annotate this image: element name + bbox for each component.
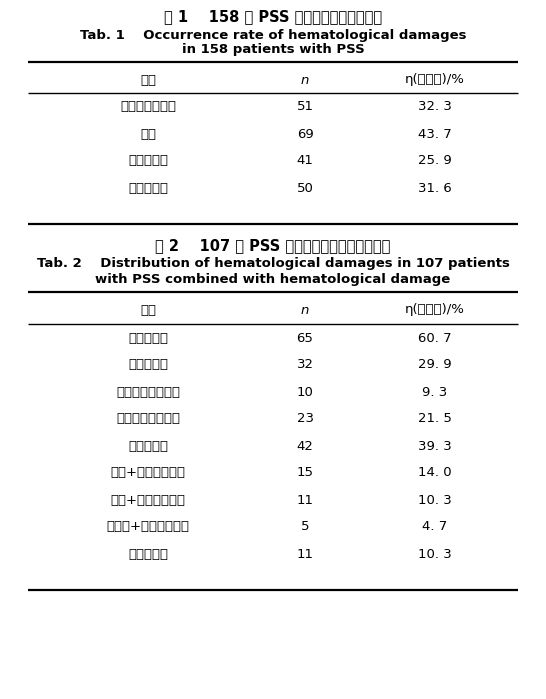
Text: 表 1    158 例 PSS 患者血液系统损伤情况: 表 1 158 例 PSS 患者血液系统损伤情况 xyxy=(164,10,382,24)
Text: 39. 3: 39. 3 xyxy=(418,440,452,452)
Text: 43. 7: 43. 7 xyxy=(418,127,452,140)
Text: 贫血+白细胞减少组: 贫血+白细胞减少组 xyxy=(110,493,186,507)
Text: 9. 3: 9. 3 xyxy=(423,386,448,398)
Text: 5: 5 xyxy=(301,521,309,533)
Text: 白细胞减少: 白细胞减少 xyxy=(128,182,168,194)
Text: 60. 7: 60. 7 xyxy=(418,331,452,345)
Text: n: n xyxy=(301,73,309,87)
Text: 41: 41 xyxy=(296,154,313,168)
Text: 11: 11 xyxy=(296,493,313,507)
Text: 69: 69 xyxy=(296,127,313,140)
Text: in 158 patients with PSS: in 158 patients with PSS xyxy=(182,43,364,57)
Text: 10. 3: 10. 3 xyxy=(418,493,452,507)
Text: 无血液系统损伤: 无血液系统损伤 xyxy=(120,101,176,113)
Text: 11: 11 xyxy=(296,547,313,561)
Text: with PSS combined with hematological damage: with PSS combined with hematological dam… xyxy=(96,273,450,285)
Text: 51: 51 xyxy=(296,101,313,113)
Text: 单系损伤组: 单系损伤组 xyxy=(128,331,168,345)
Text: η(构成比)/%: η(构成比)/% xyxy=(405,303,465,317)
Text: 单纯白细胞减少组: 单纯白细胞减少组 xyxy=(116,412,180,426)
Text: 表 2    107 例 PSS 合并血液系统损伤分布情况: 表 2 107 例 PSS 合并血液系统损伤分布情况 xyxy=(155,238,391,254)
Text: 10. 3: 10. 3 xyxy=(418,547,452,561)
Text: Tab. 2    Distribution of hematological damages in 107 patients: Tab. 2 Distribution of hematological dam… xyxy=(37,257,509,270)
Text: 32. 3: 32. 3 xyxy=(418,101,452,113)
Text: 23: 23 xyxy=(296,412,313,426)
Text: 29. 9: 29. 9 xyxy=(418,359,452,371)
Text: 血小板+白细胞减少组: 血小板+白细胞减少组 xyxy=(106,521,189,533)
Text: 42: 42 xyxy=(296,440,313,452)
Text: 32: 32 xyxy=(296,359,313,371)
Text: 25. 9: 25. 9 xyxy=(418,154,452,168)
Text: 单纯血小板减少组: 单纯血小板减少组 xyxy=(116,386,180,398)
Text: 50: 50 xyxy=(296,182,313,194)
Text: 项目: 项目 xyxy=(140,73,156,87)
Text: 分类: 分类 xyxy=(140,303,156,317)
Text: 15: 15 xyxy=(296,466,313,480)
Text: 贫血+血小板减少组: 贫血+血小板减少组 xyxy=(110,466,186,480)
Text: 4. 7: 4. 7 xyxy=(423,521,448,533)
Text: 14. 0: 14. 0 xyxy=(418,466,452,480)
Text: n: n xyxy=(301,303,309,317)
Text: 全系减少组: 全系减少组 xyxy=(128,547,168,561)
Text: 10: 10 xyxy=(296,386,313,398)
Text: 多系损伤组: 多系损伤组 xyxy=(128,440,168,452)
Text: 血小板减少: 血小板减少 xyxy=(128,154,168,168)
Text: 65: 65 xyxy=(296,331,313,345)
Text: η(发生率)/%: η(发生率)/% xyxy=(405,73,465,87)
Text: 贫血: 贫血 xyxy=(140,127,156,140)
Text: 31. 6: 31. 6 xyxy=(418,182,452,194)
Text: 单纯贫血组: 单纯贫血组 xyxy=(128,359,168,371)
Text: 21. 5: 21. 5 xyxy=(418,412,452,426)
Text: Tab. 1    Occurrence rate of hematological damages: Tab. 1 Occurrence rate of hematological … xyxy=(80,29,466,41)
